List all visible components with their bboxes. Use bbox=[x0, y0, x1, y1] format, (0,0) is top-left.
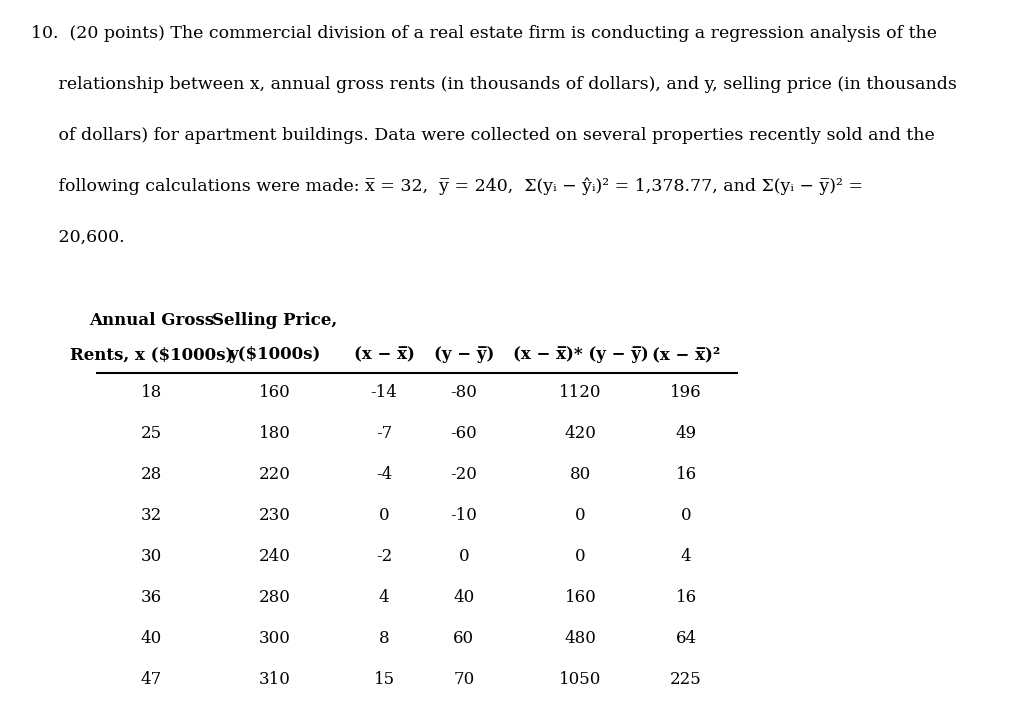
Text: 36: 36 bbox=[141, 589, 162, 606]
Text: 49: 49 bbox=[676, 425, 696, 442]
Text: 80: 80 bbox=[570, 466, 591, 483]
Text: relationship between x, annual gross rents (in thousands of dollars), and y, sel: relationship between x, annual gross ren… bbox=[31, 76, 956, 93]
Text: -80: -80 bbox=[451, 384, 477, 401]
Text: 32: 32 bbox=[141, 507, 162, 524]
Text: 60: 60 bbox=[454, 630, 474, 647]
Text: following calculations were made: x̅ = 32,  y̅ = 240,  Σ(yᵢ − ŷᵢ)² = 1,378.77, a: following calculations were made: x̅ = 3… bbox=[31, 178, 862, 196]
Text: 64: 64 bbox=[676, 630, 696, 647]
Text: 160: 160 bbox=[258, 384, 291, 401]
Text: -10: -10 bbox=[451, 507, 477, 524]
Text: 16: 16 bbox=[676, 589, 696, 606]
Text: 230: 230 bbox=[258, 507, 291, 524]
Text: Selling Price,: Selling Price, bbox=[212, 312, 337, 329]
Text: (x − x̅)* (y − y̅): (x − x̅)* (y − y̅) bbox=[513, 346, 648, 363]
Text: 310: 310 bbox=[258, 671, 291, 688]
Text: 70: 70 bbox=[454, 671, 474, 688]
Text: of dollars) for apartment buildings. Data were collected on several properties r: of dollars) for apartment buildings. Dat… bbox=[31, 127, 935, 144]
Text: -7: -7 bbox=[376, 425, 392, 442]
Text: 20,600.: 20,600. bbox=[31, 229, 124, 246]
Text: 300: 300 bbox=[258, 630, 291, 647]
Text: 15: 15 bbox=[374, 671, 394, 688]
Text: 180: 180 bbox=[258, 425, 291, 442]
Text: 225: 225 bbox=[670, 671, 702, 688]
Text: -14: -14 bbox=[371, 384, 397, 401]
Text: 16: 16 bbox=[676, 466, 696, 483]
Text: 1120: 1120 bbox=[559, 384, 602, 401]
Text: 480: 480 bbox=[564, 630, 597, 647]
Text: 1050: 1050 bbox=[559, 671, 602, 688]
Text: (x − x̅): (x − x̅) bbox=[353, 346, 415, 363]
Text: 30: 30 bbox=[141, 548, 162, 565]
Text: 25: 25 bbox=[141, 425, 162, 442]
Text: 28: 28 bbox=[141, 466, 162, 483]
Text: 40: 40 bbox=[141, 630, 162, 647]
Text: 160: 160 bbox=[564, 589, 597, 606]
Text: 0: 0 bbox=[575, 507, 586, 524]
Text: (x − x̅)²: (x − x̅)² bbox=[652, 346, 720, 363]
Text: -4: -4 bbox=[376, 466, 392, 483]
Text: 4: 4 bbox=[379, 589, 389, 606]
Text: 40: 40 bbox=[454, 589, 474, 606]
Text: (y − y̅): (y − y̅) bbox=[434, 346, 494, 363]
Text: y($1000s): y($1000s) bbox=[228, 346, 321, 363]
Text: 196: 196 bbox=[671, 384, 701, 401]
Text: -60: -60 bbox=[451, 425, 477, 442]
Text: 18: 18 bbox=[141, 384, 162, 401]
Text: 4: 4 bbox=[681, 548, 691, 565]
Text: 8: 8 bbox=[379, 630, 389, 647]
Text: 0: 0 bbox=[379, 507, 389, 524]
Text: Rents, x ($1000s): Rents, x ($1000s) bbox=[70, 346, 233, 363]
Text: 10.  (20 points) The commercial division of a real estate firm is conducting a r: 10. (20 points) The commercial division … bbox=[31, 25, 937, 42]
Text: 0: 0 bbox=[575, 548, 586, 565]
Text: 0: 0 bbox=[459, 548, 469, 565]
Text: 220: 220 bbox=[258, 466, 291, 483]
Text: 0: 0 bbox=[681, 507, 691, 524]
Text: -2: -2 bbox=[376, 548, 392, 565]
Text: 47: 47 bbox=[141, 671, 162, 688]
Text: 240: 240 bbox=[258, 548, 291, 565]
Text: Annual Gross: Annual Gross bbox=[89, 312, 214, 329]
Text: 280: 280 bbox=[258, 589, 291, 606]
Text: -20: -20 bbox=[451, 466, 477, 483]
Text: 420: 420 bbox=[564, 425, 597, 442]
